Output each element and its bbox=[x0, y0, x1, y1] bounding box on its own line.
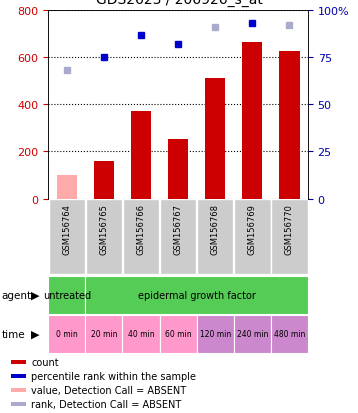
Bar bbox=[197, 315, 234, 353]
Text: 480 min: 480 min bbox=[274, 330, 305, 339]
Text: epidermal growth factor: epidermal growth factor bbox=[138, 290, 256, 300]
Bar bbox=[11, 402, 26, 406]
Bar bbox=[234, 200, 271, 275]
Text: agent: agent bbox=[2, 290, 32, 300]
Bar bbox=[49, 200, 85, 275]
Text: ▶: ▶ bbox=[31, 329, 39, 339]
Bar bbox=[122, 315, 160, 353]
Bar bbox=[11, 374, 26, 378]
Text: untreated: untreated bbox=[43, 290, 91, 300]
Text: GSM156770: GSM156770 bbox=[285, 204, 294, 254]
Bar bbox=[242, 43, 262, 199]
Text: count: count bbox=[32, 357, 59, 367]
Text: percentile rank within the sample: percentile rank within the sample bbox=[32, 371, 197, 381]
Text: GSM156764: GSM156764 bbox=[62, 204, 71, 254]
Bar bbox=[48, 276, 86, 314]
Bar bbox=[131, 112, 151, 199]
Bar bbox=[197, 200, 233, 275]
Bar bbox=[234, 315, 271, 353]
Text: GSM156765: GSM156765 bbox=[100, 204, 108, 254]
Text: 120 min: 120 min bbox=[199, 330, 231, 339]
Bar bbox=[168, 139, 188, 199]
Text: GSM156769: GSM156769 bbox=[248, 204, 257, 254]
Text: time: time bbox=[2, 329, 25, 339]
Text: ▶: ▶ bbox=[31, 290, 39, 300]
Text: 60 min: 60 min bbox=[165, 330, 192, 339]
Text: rank, Detection Call = ABSENT: rank, Detection Call = ABSENT bbox=[32, 399, 182, 409]
Bar bbox=[57, 176, 77, 199]
Bar bbox=[205, 79, 226, 199]
Bar bbox=[11, 388, 26, 392]
Text: 240 min: 240 min bbox=[237, 330, 268, 339]
Bar bbox=[279, 52, 300, 199]
Text: GSM156768: GSM156768 bbox=[211, 204, 220, 254]
Text: value, Detection Call = ABSENT: value, Detection Call = ABSENT bbox=[32, 385, 187, 395]
Bar bbox=[271, 200, 308, 275]
Bar bbox=[271, 315, 308, 353]
Text: 0 min: 0 min bbox=[56, 330, 78, 339]
Bar bbox=[86, 276, 308, 314]
Bar bbox=[123, 200, 159, 275]
Text: GSM156767: GSM156767 bbox=[174, 204, 183, 254]
Text: 20 min: 20 min bbox=[91, 330, 117, 339]
Bar bbox=[160, 315, 197, 353]
Bar bbox=[94, 161, 114, 199]
Bar bbox=[86, 200, 122, 275]
Bar bbox=[160, 200, 197, 275]
Bar bbox=[48, 315, 86, 353]
Bar bbox=[86, 315, 122, 353]
Text: GDS2623 / 206926_s_at: GDS2623 / 206926_s_at bbox=[96, 0, 262, 7]
Bar bbox=[11, 360, 26, 364]
Text: 40 min: 40 min bbox=[128, 330, 154, 339]
Text: GSM156766: GSM156766 bbox=[136, 204, 145, 254]
